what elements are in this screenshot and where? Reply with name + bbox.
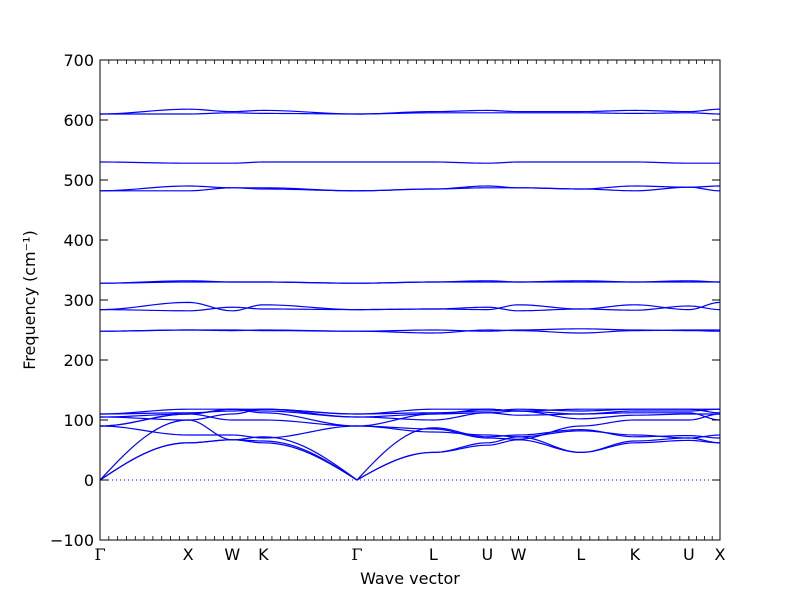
x-tick-label: K (630, 545, 641, 564)
y-tick-label: 200 (63, 351, 94, 370)
y-tick-label: 300 (63, 291, 94, 310)
band-line-19 (99, 108, 721, 115)
y-axis-ticks: −100 0 100 200 300 400 500 600 700 (50, 51, 720, 550)
band-line-17 (99, 185, 721, 192)
plot-frame (99, 59, 721, 541)
band-line-11 (99, 328, 721, 332)
band-line-9 (99, 408, 720, 415)
x-tick-label: L (576, 545, 585, 564)
y-tick-label: −100 (50, 531, 94, 550)
band-line-2 (99, 419, 721, 481)
band-line-0 (99, 439, 721, 481)
y-axis-label: Frequency (cm⁻¹) (20, 230, 39, 369)
x-tick-label: W (511, 545, 527, 564)
x-tick-label: Γ (94, 545, 105, 564)
x-tick-label: X (183, 545, 194, 564)
x-tick-label: X (715, 545, 726, 564)
band-line-12 (99, 305, 721, 312)
x-tick-label: L (429, 545, 438, 564)
y-tick-label: 100 (63, 411, 94, 430)
x-tick-label: U (481, 545, 493, 564)
minor-x-ticks (99, 60, 721, 540)
x-tick-label: Γ (351, 545, 362, 564)
x-tick-label: K (258, 545, 269, 564)
band-line-18 (99, 161, 720, 164)
y-tick-label: 600 (63, 111, 94, 130)
y-tick-label: 700 (63, 51, 94, 70)
band-line-13 (99, 301, 721, 312)
band-line-4 (99, 413, 721, 440)
band-line-15 (99, 280, 721, 284)
x-tick-label: U (683, 545, 695, 564)
y-tick-label: 0 (84, 471, 94, 490)
x-axis-label: Wave vector (360, 569, 460, 588)
band-line-1 (99, 436, 721, 481)
band-line-6 (99, 408, 720, 421)
x-tick-label: W (224, 545, 240, 564)
plot-area (99, 108, 721, 481)
y-tick-label: 500 (63, 171, 94, 190)
band-line-20 (100, 112, 721, 115)
y-tick-label: 400 (63, 231, 94, 250)
